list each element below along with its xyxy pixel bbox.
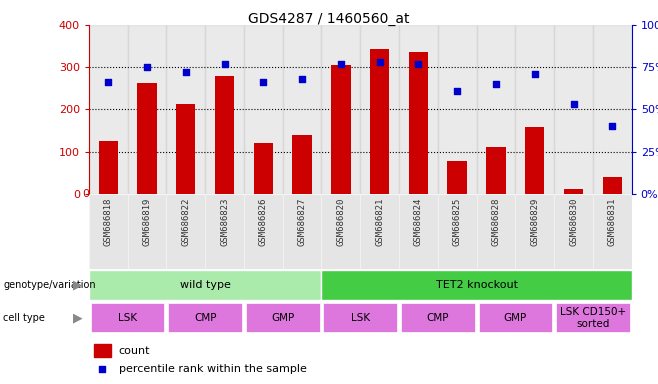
Point [452,88,463,94]
Bar [593,25,632,194]
Bar [94,344,111,357]
Point [97,366,108,372]
Text: LSK CD150+
sorted: LSK CD150+ sorted [560,307,626,329]
Bar [476,25,515,194]
Point [141,64,152,70]
Text: GSM686822: GSM686822 [181,198,190,246]
Text: GSM686828: GSM686828 [492,198,501,246]
Text: TET2 knockout: TET2 knockout [436,280,518,290]
Point [374,59,385,65]
Bar [399,194,438,269]
Point [491,81,501,87]
Bar [292,135,312,194]
Bar [438,25,476,194]
Text: GSM686823: GSM686823 [220,198,229,246]
Text: GSM686818: GSM686818 [104,198,113,246]
Bar [593,194,632,269]
Bar [283,194,322,269]
Bar [438,194,476,269]
Bar [253,143,273,194]
Bar [486,147,505,194]
Text: percentile rank within the sample: percentile rank within the sample [118,364,307,374]
Point [413,61,424,67]
Text: cell type: cell type [3,313,45,323]
Text: GMP: GMP [504,313,527,323]
Bar [99,141,118,194]
Text: GSM686830: GSM686830 [569,198,578,246]
Bar [244,194,283,269]
Text: GSM686826: GSM686826 [259,198,268,246]
Point [607,123,618,129]
Text: GSM686827: GSM686827 [297,198,307,246]
Bar [331,65,351,194]
Bar [89,194,128,269]
Point [258,79,268,86]
Bar [128,25,166,194]
Bar [515,25,554,194]
Bar [603,177,622,194]
Point [530,71,540,77]
Point [297,76,307,82]
Bar [324,303,397,333]
Bar [556,303,630,333]
Point [336,61,346,67]
Bar [401,303,474,333]
Text: CMP: CMP [194,313,216,323]
Text: GMP: GMP [271,313,294,323]
Bar [447,161,467,194]
Bar [360,25,399,194]
Text: ▶: ▶ [72,279,82,291]
Text: 0: 0 [82,189,89,199]
Bar [515,194,554,269]
Bar [138,83,157,194]
Bar [478,303,552,333]
Bar [525,127,544,194]
Bar [176,104,195,194]
Bar [215,76,234,194]
Text: genotype/variation: genotype/variation [3,280,96,290]
Bar [91,303,164,333]
Point [180,69,191,75]
Bar [128,194,166,269]
Bar [205,25,244,194]
Text: GSM686829: GSM686829 [530,198,540,246]
Bar [89,270,322,300]
Bar [166,25,205,194]
Text: GSM686819: GSM686819 [143,198,151,246]
Text: GSM686825: GSM686825 [453,198,462,246]
Bar [554,25,593,194]
Bar [476,194,515,269]
Text: GDS4287 / 1460560_at: GDS4287 / 1460560_at [248,12,410,25]
Text: LSK: LSK [118,313,137,323]
Text: ▶: ▶ [72,311,82,324]
Point [103,79,113,86]
Point [219,61,230,67]
Bar [205,194,244,269]
Bar [322,270,632,300]
Bar [360,194,399,269]
Text: GSM686821: GSM686821 [375,198,384,246]
Text: CMP: CMP [426,313,449,323]
Bar [322,25,360,194]
Text: GSM686831: GSM686831 [608,198,617,246]
Text: count: count [118,346,150,356]
Bar [283,25,322,194]
Bar [166,194,205,269]
Bar [564,189,583,194]
Point [569,101,579,108]
Text: LSK: LSK [351,313,370,323]
Bar [89,25,128,194]
Bar [322,194,360,269]
Text: GSM686824: GSM686824 [414,198,423,246]
Bar [370,49,390,194]
Bar [168,303,242,333]
Text: GSM686820: GSM686820 [336,198,345,246]
Bar [246,303,320,333]
Bar [409,52,428,194]
Bar [399,25,438,194]
Text: wild type: wild type [180,280,230,290]
Bar [554,194,593,269]
Bar [244,25,283,194]
